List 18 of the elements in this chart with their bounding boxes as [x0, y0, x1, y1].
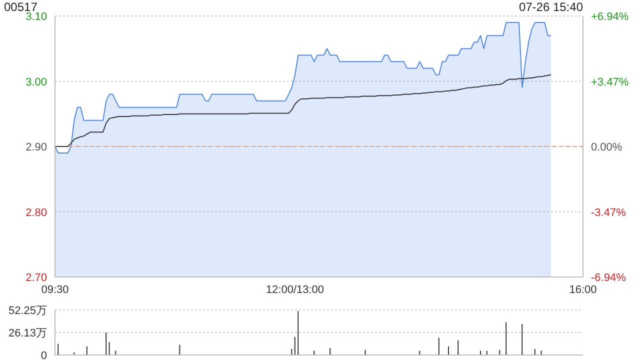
- y2-tick-label: +3.47%: [591, 76, 629, 88]
- y-tick-label: 2.70: [26, 272, 47, 284]
- x-tick-label: 16:00: [569, 284, 597, 296]
- text: 07-26 15:40: [518, 0, 583, 14]
- y-tick-label: 2.90: [26, 142, 47, 154]
- y2-tick-label: 0.00%: [591, 142, 622, 154]
- x-tick-label: 12:00/13:00: [266, 284, 324, 296]
- line-series: [55, 74, 552, 147]
- y-tick-label: 0: [40, 350, 47, 360]
- y2-tick-label: -6.94%: [591, 272, 626, 284]
- y-tick-label: 3.00: [26, 76, 47, 88]
- y2-tick-label: +6.94%: [591, 11, 629, 23]
- y-tick-label: 52.25万: [8, 304, 47, 317]
- y-tick-label: 3.10: [26, 11, 47, 23]
- y-tick-label: 2.80: [26, 206, 47, 219]
- y2-tick-label: -3.47%: [591, 206, 626, 219]
- y-tick-label: 26.13万: [8, 327, 47, 340]
- x-tick-label: 09:30: [41, 284, 69, 296]
